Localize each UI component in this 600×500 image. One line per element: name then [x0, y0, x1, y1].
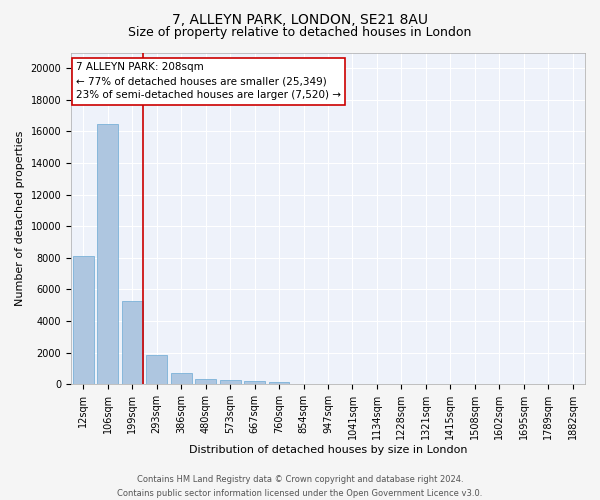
Bar	[122, 300, 143, 384]
Text: Contains HM Land Registry data © Crown copyright and database right 2024.
Contai: Contains HM Land Registry data © Crown c…	[118, 476, 482, 498]
Text: 7 ALLEYN PARK: 208sqm
← 77% of detached houses are smaller (25,349)
23% of semi-: 7 ALLEYN PARK: 208sqm ← 77% of detached …	[76, 62, 341, 100]
Bar	[171, 373, 191, 384]
Text: 7, ALLEYN PARK, LONDON, SE21 8AU: 7, ALLEYN PARK, LONDON, SE21 8AU	[172, 12, 428, 26]
Y-axis label: Number of detached properties: Number of detached properties	[15, 130, 25, 306]
Bar	[195, 378, 216, 384]
Bar	[97, 124, 118, 384]
Bar	[269, 382, 289, 384]
Bar	[146, 355, 167, 384]
X-axis label: Distribution of detached houses by size in London: Distribution of detached houses by size …	[189, 445, 467, 455]
Bar	[244, 381, 265, 384]
Bar	[220, 380, 241, 384]
Bar	[73, 256, 94, 384]
Text: Size of property relative to detached houses in London: Size of property relative to detached ho…	[128, 26, 472, 39]
